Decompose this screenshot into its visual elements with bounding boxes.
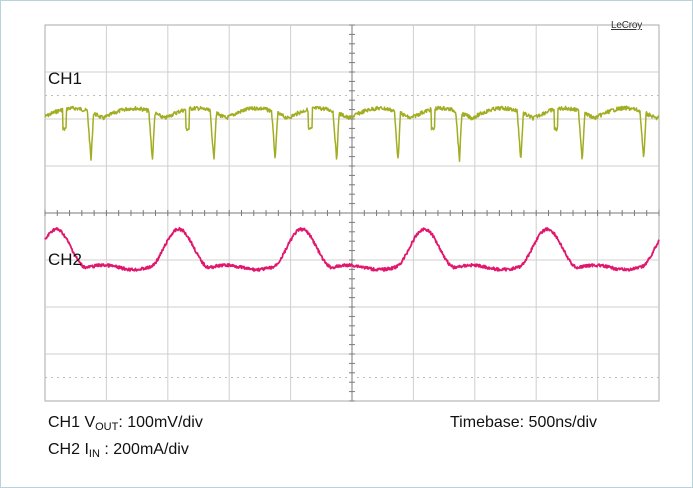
ch2-caption: CH2 IIN : 200mA/div: [48, 441, 189, 460]
ch1-label: CH1: [48, 69, 83, 88]
ch2-label: CH2: [48, 250, 83, 269]
ch1-caption: CH1 VOUT: 100mV/div: [48, 414, 203, 433]
ch2-trace: [44, 226, 660, 272]
timebase-caption: Timebase: 500ns/div: [450, 414, 598, 431]
ch1-trace: [44, 105, 660, 162]
brand-logo: LeCroy: [611, 20, 643, 31]
